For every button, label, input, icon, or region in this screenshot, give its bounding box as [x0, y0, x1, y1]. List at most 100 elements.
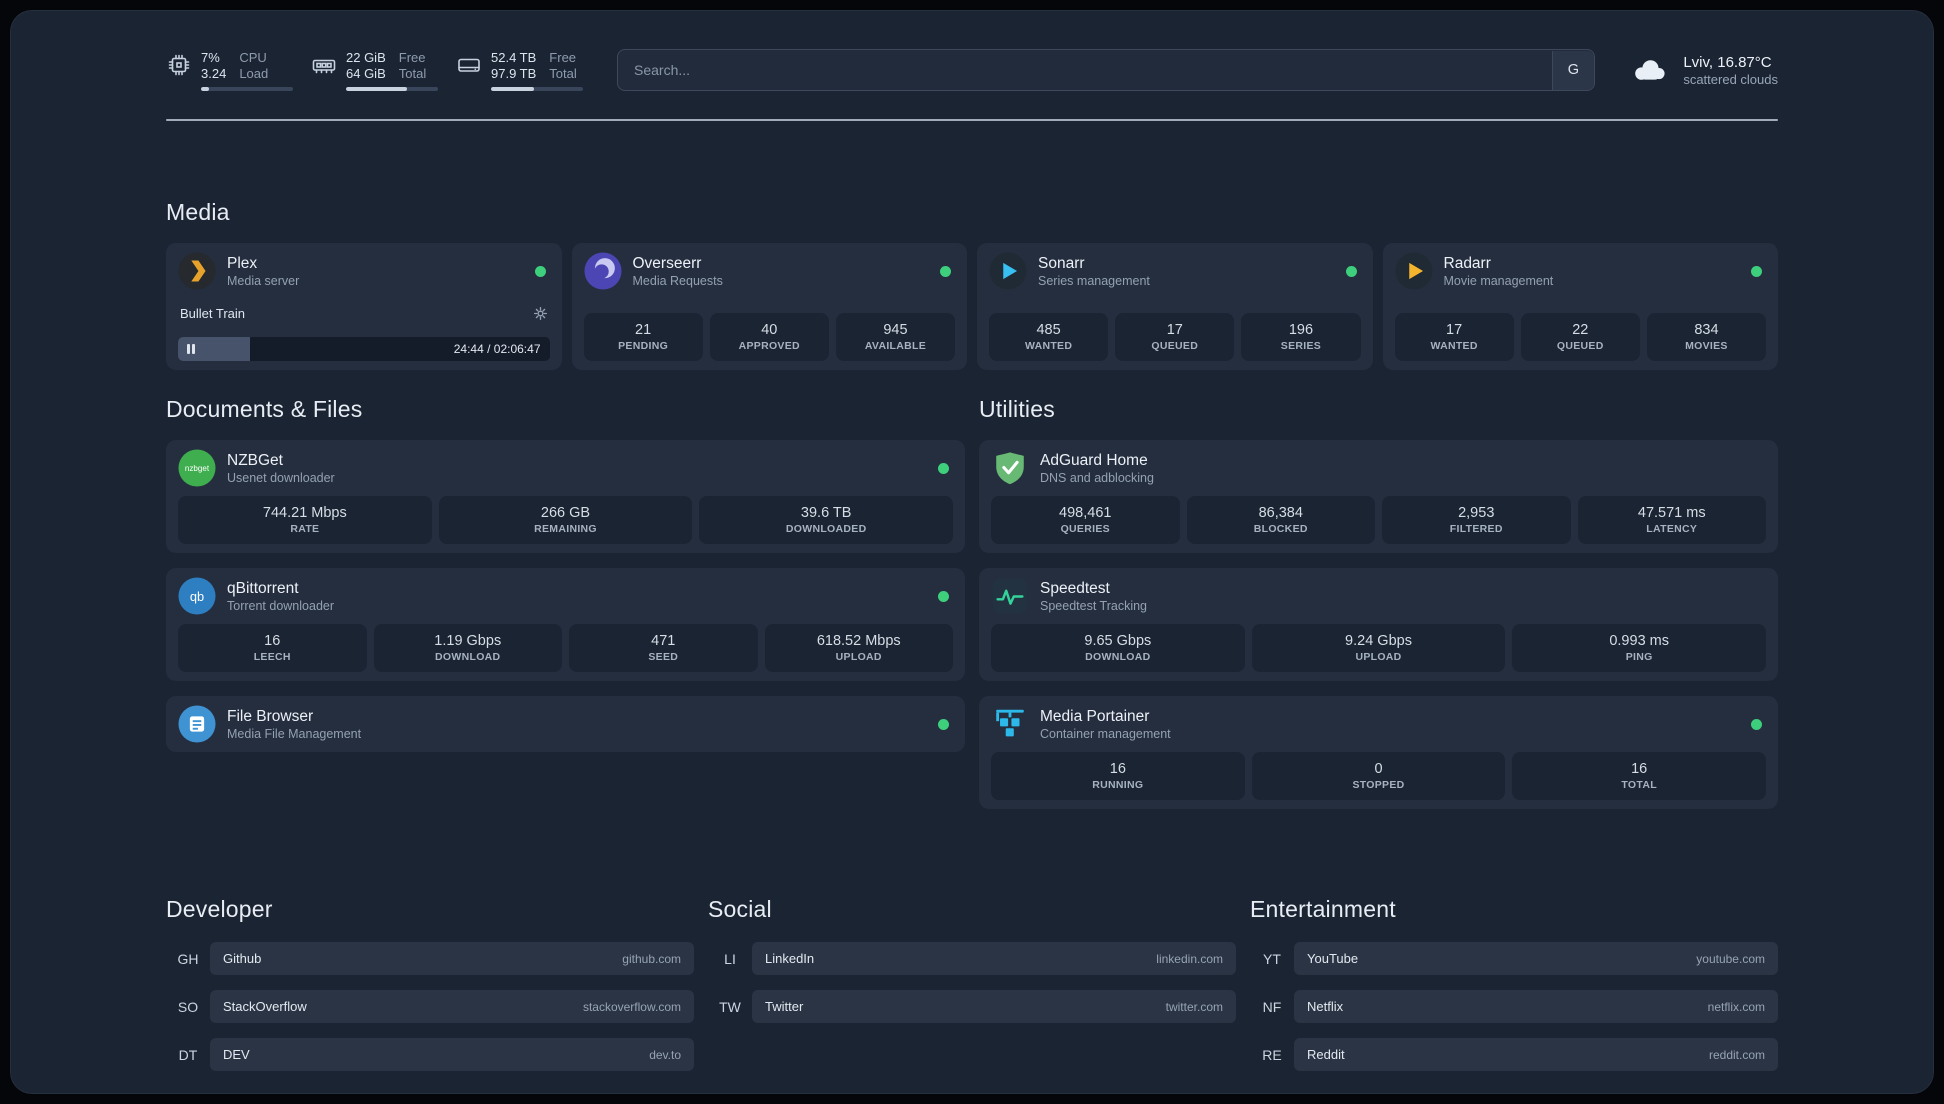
bookmark-domain: reddit.com: [1708, 1047, 1765, 1062]
weather-condition: scattered clouds: [1683, 71, 1778, 87]
service-description: Series management: [1038, 273, 1150, 288]
service-description: Torrent downloader: [227, 598, 335, 613]
now-playing-time: 24:44 / 02:06:47: [453, 342, 541, 356]
qbittorrent-card[interactable]: qb qBittorrent Torrent downloader 16 LEE…: [166, 568, 965, 681]
bookmark-domain: youtube.com: [1696, 951, 1765, 966]
plex-card[interactable]: Plex Media server Bullet Train: [166, 243, 562, 370]
overseerr-card[interactable]: Overseerr Media Requests 21 PENDING 40 A…: [571, 243, 967, 370]
filebrowser-card[interactable]: File Browser Media File Management: [166, 696, 965, 752]
speedtest-icon: [991, 577, 1029, 615]
stat-seed: 471 SEED: [569, 624, 758, 672]
bookmark-name: Netflix: [1307, 999, 1344, 1014]
search-provider-button[interactable]: G: [1551, 50, 1594, 90]
memory-label-bottom: Total: [398, 65, 427, 81]
bookmark-youtube[interactable]: YT YouTube youtube.com: [1250, 942, 1778, 975]
service-name: Speedtest: [1040, 579, 1110, 597]
service-name: Media Portainer: [1040, 707, 1150, 725]
now-playing-row: Bullet Train: [178, 306, 550, 321]
bookmark-github[interactable]: GH Github github.com: [166, 942, 694, 975]
cpu-progress-fill: [201, 86, 210, 91]
bookmark-name: LinkedIn: [765, 951, 815, 966]
bookmark-name: StackOverflow: [223, 999, 307, 1014]
utilities-section: Utilities AdGuard Home DNS and adblockin…: [979, 394, 1778, 824]
stat-series: 196 SERIES: [1241, 313, 1361, 361]
stat-queries: 498,461 QUERIES: [991, 496, 1180, 544]
bookmark-name: YouTube: [1307, 951, 1359, 966]
disk-progress-fill: [491, 86, 535, 91]
portainer-card[interactable]: Media Portainer Container management 16 …: [979, 696, 1778, 809]
memory-widget: 22 GiB 64 GiB Free Total: [311, 50, 438, 91]
disk-label-bottom: Total: [549, 65, 577, 81]
stat-stopped: 0 STOPPED: [1251, 752, 1506, 800]
bookmark-netflix[interactable]: NF Netflix netflix.com: [1250, 990, 1778, 1023]
bookmark-domain: netflix.com: [1707, 999, 1765, 1014]
adguard-card[interactable]: AdGuard Home DNS and adblocking 498,461 …: [979, 440, 1778, 553]
service-description: DNS and adblocking: [1040, 470, 1154, 485]
stat-running: 16 RUNNING: [991, 752, 1245, 800]
memory-progress-fill: [346, 86, 407, 91]
service-name: qBittorrent: [227, 579, 299, 597]
status-dot: [534, 265, 546, 277]
nzbget-card[interactable]: nzbget NZBGet Usenet downloader 744.21 M…: [166, 440, 965, 553]
topbar: 7% 3.24 CPU Load: [166, 47, 1778, 93]
service-name: Overseerr: [632, 254, 702, 272]
bookmark-abbr: TW: [719, 998, 741, 1015]
stat-rate: 744.21 Mbps RATE: [178, 496, 432, 544]
bookmark-linkedin[interactable]: LI LinkedIn linkedin.com: [708, 942, 1236, 975]
memory-total: 64 GiB: [346, 65, 386, 81]
radarr-card[interactable]: Radarr Movie management 17 WANTED 22 QUE…: [1382, 243, 1778, 370]
gear-icon[interactable]: [533, 306, 548, 321]
disk-free: 52.4 TB: [491, 49, 537, 65]
bookmark-twitter[interactable]: TW Twitter twitter.com: [708, 990, 1236, 1023]
section-title-developer: Developer: [166, 896, 273, 922]
stat-total: 16 TOTAL: [1512, 752, 1767, 800]
bookmark-reddit[interactable]: RE Reddit reddit.com: [1250, 1038, 1778, 1071]
portainer-icon: [991, 705, 1029, 743]
stat-latency: 47.571 ms LATENCY: [1577, 496, 1766, 544]
bookmark-domain: linkedin.com: [1156, 951, 1223, 966]
stat-downloaded: 39.6 TB DOWNLOADED: [699, 496, 954, 544]
now-playing-progress-fill: [178, 337, 251, 361]
bookmark-abbr: YT: [1263, 950, 1281, 967]
bookmark-abbr: DT: [178, 1046, 198, 1063]
memory-free: 22 GiB: [346, 49, 386, 65]
section-title-media: Media: [166, 199, 230, 225]
service-name: NZBGet: [227, 451, 283, 469]
sonarr-card[interactable]: Sonarr Series management 485 WANTED 17 Q…: [977, 243, 1373, 370]
service-name: AdGuard Home: [1040, 451, 1148, 469]
search-input[interactable]: [617, 49, 1596, 91]
stat-queued: 22 QUEUED: [1520, 313, 1640, 361]
bookmark-domain: twitter.com: [1165, 999, 1223, 1014]
weather-widget[interactable]: Lviv, 16.87°C scattered clouds: [1629, 54, 1778, 87]
cpu-usage: 7%: [201, 49, 220, 65]
stat-leech: 16 LEECH: [178, 624, 367, 672]
status-dot: [1751, 265, 1762, 277]
bookmark-dev[interactable]: DT DEV dev.to: [166, 1038, 694, 1071]
stat-wanted: 17 WANTED: [1394, 313, 1514, 361]
bookmarks-entertainment: Entertainment YT YouTube youtube.com NF …: [1250, 894, 1778, 1086]
bookmark-abbr: NF: [1262, 998, 1282, 1015]
bookmark-domain: github.com: [622, 951, 681, 966]
overseerr-icon: [583, 252, 622, 290]
bookmark-domain: dev.to: [649, 1047, 681, 1062]
bookmark-name: Reddit: [1307, 1047, 1345, 1062]
bookmark-stackoverflow[interactable]: SO StackOverflow stackoverflow.com: [166, 990, 694, 1023]
bookmark-abbr: SO: [177, 998, 199, 1015]
cpu-progress-track: [201, 86, 293, 91]
svg-text:qb: qb: [190, 589, 204, 604]
bookmark-name: DEV: [223, 1047, 250, 1062]
speedtest-card[interactable]: Speedtest Speedtest Tracking 9.65 Gbps D…: [979, 568, 1778, 681]
status-dot: [1751, 718, 1762, 730]
stat-queued: 17 QUEUED: [1115, 313, 1235, 361]
memory-progress-track: [346, 86, 438, 91]
section-title-utilities: Utilities: [979, 396, 1055, 422]
service-description: Speedtest Tracking: [1040, 598, 1148, 613]
dashboard: 7% 3.24 CPU Load: [10, 10, 1934, 1094]
bookmarks-developer: Developer GH Github github.com SO StackO…: [166, 894, 694, 1086]
stat-upload: 9.24 Gbps UPLOAD: [1251, 624, 1506, 672]
service-name: Radarr: [1443, 254, 1491, 272]
status-dot: [1345, 265, 1357, 277]
cpu-label-bottom: Load: [239, 65, 269, 81]
memory-icon: [311, 52, 337, 78]
status-dot: [940, 265, 951, 277]
